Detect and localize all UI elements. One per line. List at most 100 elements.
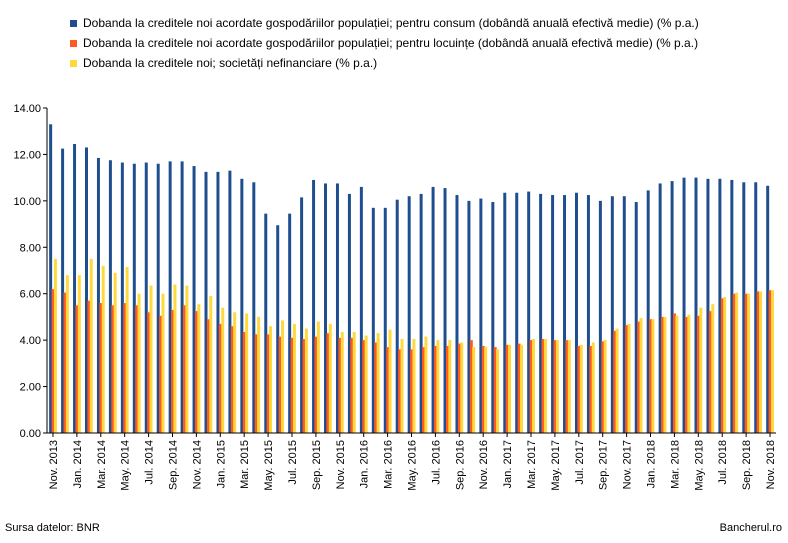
- bar-series1-31: [419, 193, 423, 433]
- y-tick-label-3: 6.00: [20, 289, 41, 301]
- bar-series1-24: [335, 183, 339, 433]
- bar-series2-2: [75, 305, 79, 433]
- bar-series3-15: [233, 312, 237, 433]
- bar-series2-38: [505, 344, 509, 433]
- x-tick-label-27: May. 2018: [693, 440, 705, 491]
- legend-swatch-locuinte: [70, 39, 77, 47]
- y-tick-label-7: 14.00: [13, 103, 41, 115]
- bar-series1-1: [61, 148, 65, 434]
- bar-series1-17: [252, 182, 256, 433]
- bar-series3-12: [197, 304, 201, 433]
- source-label: Sursa datelor: BNR: [5, 522, 100, 534]
- bar-series2-5: [111, 305, 115, 433]
- bar-series1-20: [288, 213, 292, 433]
- bar-series2-52: [672, 313, 676, 433]
- bar-series1-10: [168, 161, 172, 433]
- bar-series1-34: [455, 195, 459, 433]
- bar-series2-15: [230, 326, 234, 433]
- x-tick-label-9: May. 2015: [263, 440, 275, 491]
- bar-series3-51: [663, 316, 667, 433]
- bar-series1-36: [479, 198, 483, 433]
- bar-series2-49: [637, 321, 641, 433]
- bar-series3-25: [352, 332, 356, 433]
- bar-series2-18: [266, 334, 270, 433]
- bar-series1-0: [49, 124, 53, 433]
- bar-series2-45: [589, 345, 593, 433]
- x-tick-label-30: Nov. 2018: [765, 440, 777, 489]
- bar-series3-28: [388, 329, 392, 433]
- bar-series1-56: [718, 178, 722, 433]
- bar-series3-46: [603, 340, 607, 433]
- bar-series1-57: [730, 179, 734, 433]
- x-tick-label-16: Jul. 2016: [430, 440, 442, 485]
- bar-series2-29: [398, 349, 402, 433]
- bar-series3-41: [543, 338, 547, 433]
- bar-series3-7: [137, 293, 141, 433]
- bar-series1-49: [634, 202, 638, 433]
- bar-series2-10: [171, 309, 175, 433]
- x-tick-label-0: Nov. 2013: [48, 440, 60, 489]
- bar-series1-54: [694, 177, 698, 433]
- bar-series2-46: [601, 341, 605, 433]
- bar-series2-44: [577, 345, 581, 433]
- bar-series3-9: [161, 293, 165, 433]
- y-tick-label-0: 0.00: [20, 428, 41, 440]
- bar-series2-7: [135, 305, 139, 433]
- bar-series3-48: [627, 323, 631, 433]
- bar-series3-16: [245, 313, 249, 433]
- bar-series1-60: [766, 185, 770, 433]
- bar-series3-35: [472, 347, 476, 433]
- bar-series2-30: [410, 349, 414, 433]
- bar-series1-32: [431, 186, 435, 433]
- bar-series2-37: [493, 347, 497, 433]
- bar-series3-37: [496, 349, 500, 433]
- bar-series3-33: [448, 340, 452, 433]
- bar-series1-30: [407, 196, 411, 433]
- bar-series3-17: [257, 316, 261, 433]
- bar-series1-27: [371, 207, 375, 433]
- bar-series2-59: [756, 291, 760, 433]
- bar-series3-38: [508, 344, 512, 433]
- bar-series3-19: [281, 320, 284, 433]
- bar-series1-48: [622, 196, 626, 433]
- bar-series1-11: [180, 161, 184, 433]
- bar-series1-37: [491, 202, 495, 433]
- bar-series2-42: [553, 340, 557, 433]
- legend-swatch-societati: [70, 59, 77, 67]
- bar-series1-9: [156, 163, 160, 433]
- bar-series2-33: [445, 345, 449, 433]
- x-tick-label-8: Mar. 2015: [239, 440, 251, 489]
- bar-series1-19: [276, 225, 280, 433]
- x-tick-label-19: Jan. 2017: [502, 440, 514, 488]
- bar-series1-45: [586, 195, 590, 433]
- bar-series2-31: [422, 347, 426, 433]
- bar-series2-12: [194, 311, 198, 434]
- bar-series3-39: [520, 344, 523, 433]
- x-tick-label-7: Jan. 2015: [215, 440, 227, 488]
- bar-series3-22: [316, 321, 320, 433]
- bar-series1-51: [658, 183, 662, 433]
- bar-series1-35: [467, 200, 471, 433]
- x-tick-label-21: May. 2017: [550, 440, 562, 491]
- bar-series2-4: [99, 303, 103, 433]
- bar-series1-40: [527, 191, 531, 433]
- bar-series3-6: [125, 267, 129, 433]
- bar-series2-24: [338, 337, 342, 433]
- bar-series2-57: [732, 293, 736, 433]
- bar-series1-55: [706, 178, 710, 433]
- bar-series3-0: [53, 258, 57, 433]
- legend-item-consum: Dobanda la creditele noi acordate gospod…: [70, 13, 699, 33]
- bar-series2-17: [254, 334, 258, 433]
- bar-series1-5: [108, 160, 112, 434]
- bar-series1-29: [395, 199, 399, 433]
- bar-series3-53: [687, 314, 691, 433]
- bar-series2-41: [541, 338, 545, 433]
- x-tick-label-17: Sep. 2016: [454, 440, 466, 490]
- bar-series2-3: [87, 300, 91, 433]
- bar-series1-52: [670, 181, 674, 434]
- bar-series1-14: [216, 171, 220, 433]
- bar-series3-50: [651, 319, 655, 433]
- bar-series2-40: [529, 340, 533, 433]
- bar-series2-23: [326, 333, 330, 433]
- bar-series2-54: [696, 315, 700, 433]
